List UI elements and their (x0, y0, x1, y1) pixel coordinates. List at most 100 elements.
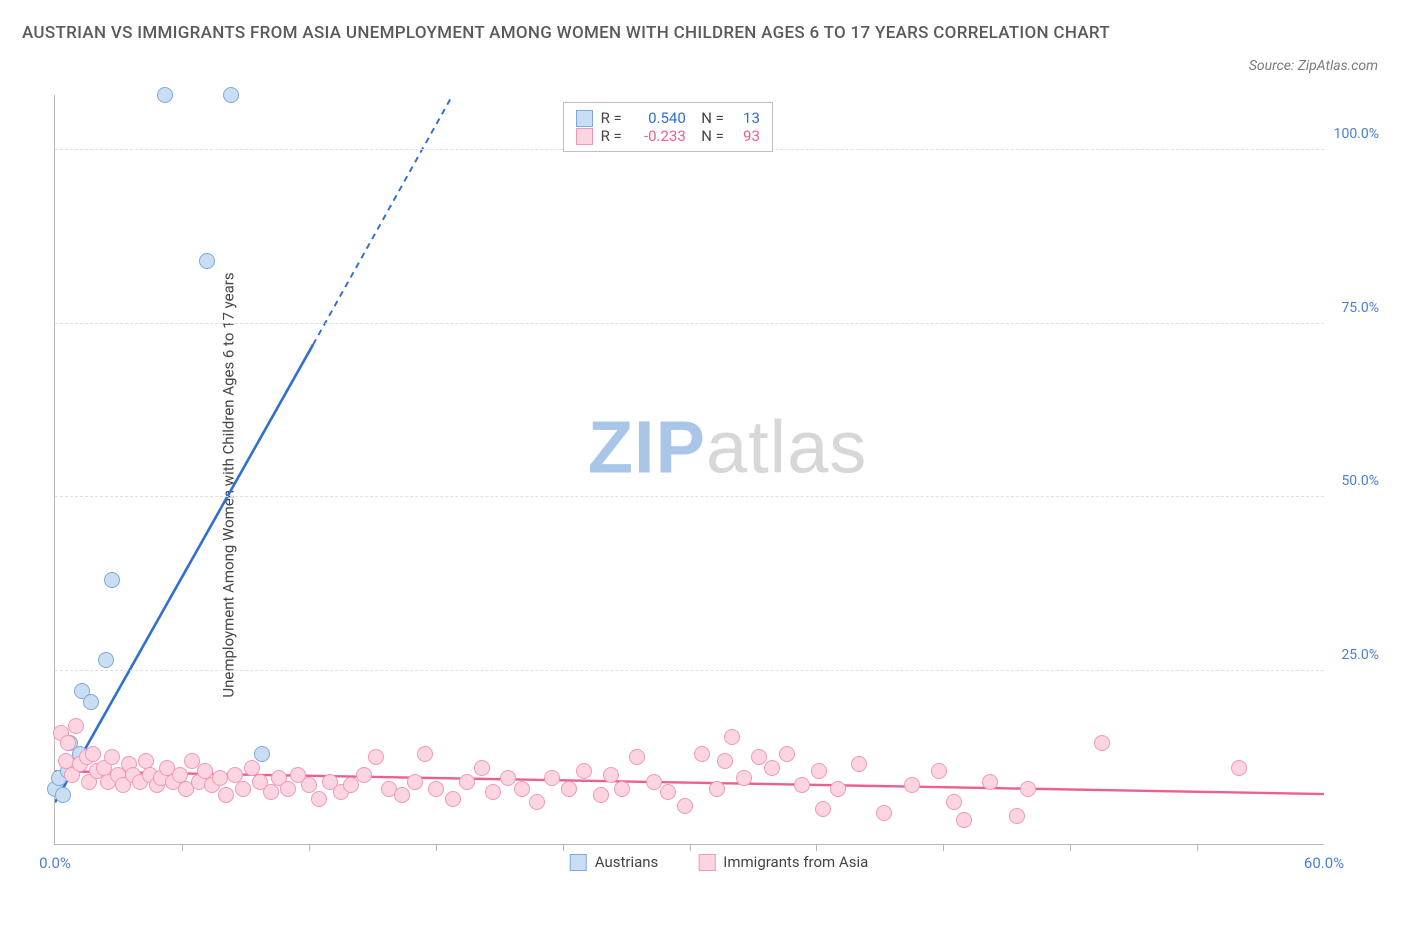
data-point (724, 729, 740, 745)
legend-n-label: N = (694, 109, 724, 127)
stats-legend: R = 0.540 N = 13R = -0.233 N = 93 (563, 102, 773, 152)
legend-swatch (576, 128, 593, 145)
data-point (85, 746, 101, 762)
series-legend: Austrians Immigrants from Asia (570, 853, 869, 871)
legend-series-name: Immigrants from Asia (723, 853, 868, 871)
x-tick (1197, 844, 1198, 851)
data-point (529, 794, 545, 810)
x-tick (563, 844, 564, 851)
data-point (394, 787, 410, 803)
legend-swatch (576, 110, 593, 127)
data-point (779, 746, 795, 762)
x-tick (1070, 844, 1071, 851)
data-point (1020, 781, 1036, 797)
data-point (368, 749, 384, 765)
gridline (55, 496, 1324, 497)
data-point (428, 781, 444, 797)
data-point (254, 746, 270, 762)
data-point (1094, 735, 1110, 751)
x-tick (943, 844, 944, 851)
data-point (946, 794, 962, 810)
data-point (356, 767, 372, 783)
data-point (904, 777, 920, 793)
data-point (83, 694, 99, 710)
data-point (445, 791, 461, 807)
data-point (199, 253, 215, 269)
data-point (301, 777, 317, 793)
source-attribution: Source: ZipAtlas.com (1249, 58, 1378, 74)
watermark-bold: ZIP (588, 406, 706, 489)
data-point (815, 801, 831, 817)
trend-lines (55, 95, 1324, 844)
data-point (218, 787, 234, 803)
data-point (982, 774, 998, 790)
data-point (794, 777, 810, 793)
y-tick-label: 75.0% (1329, 300, 1379, 316)
data-point (98, 652, 114, 668)
legend-r-value: -0.233 (630, 127, 686, 145)
y-tick-label: 25.0% (1329, 647, 1379, 663)
data-point (60, 735, 76, 751)
data-point (851, 756, 867, 772)
x-tick (436, 844, 437, 851)
plot-area: ZIPatlas 25.0%50.0%75.0%100.0%0.0%60.0%R… (54, 95, 1324, 845)
data-point (459, 774, 475, 790)
data-point (1231, 760, 1247, 776)
data-point (717, 753, 733, 769)
data-point (474, 760, 490, 776)
legend-series-name: Austrians (595, 853, 659, 871)
data-point (500, 770, 516, 786)
stats-legend-row: R = 0.540 N = 13 (576, 109, 760, 127)
legend-item: Immigrants from Asia (698, 853, 868, 871)
data-point (876, 805, 892, 821)
data-point (736, 770, 752, 786)
gridline (55, 323, 1324, 324)
legend-n-label: N = (694, 127, 724, 145)
data-point (407, 774, 423, 790)
data-point (544, 770, 560, 786)
data-point (263, 784, 279, 800)
data-point (629, 749, 645, 765)
x-tick-label: 60.0% (1304, 854, 1344, 872)
data-point (485, 784, 501, 800)
data-point (235, 781, 251, 797)
data-point (212, 770, 228, 786)
data-point (694, 746, 710, 762)
y-tick-label: 100.0% (1329, 126, 1379, 142)
data-point (104, 749, 120, 765)
data-point (603, 767, 619, 783)
legend-r-label: R = (601, 109, 622, 127)
x-tick (816, 844, 817, 851)
data-point (709, 781, 725, 797)
chart-title: AUSTRIAN VS IMMIGRANTS FROM ASIA UNEMPLO… (22, 18, 1384, 49)
data-point (956, 812, 972, 828)
data-point (104, 572, 120, 588)
legend-r-value: 0.540 (630, 109, 686, 127)
data-point (811, 763, 827, 779)
legend-swatch (698, 854, 715, 871)
legend-item: Austrians (570, 853, 659, 871)
legend-r-label: R = (601, 127, 622, 145)
data-point (931, 763, 947, 779)
legend-swatch (570, 854, 587, 871)
watermark: ZIPatlas (588, 405, 867, 490)
data-point (514, 781, 530, 797)
data-point (157, 87, 173, 103)
data-point (677, 798, 693, 814)
data-point (55, 787, 71, 803)
data-point (280, 781, 296, 797)
data-point (223, 87, 239, 103)
x-tick (182, 844, 183, 851)
data-point (68, 718, 84, 734)
data-point (576, 763, 592, 779)
watermark-light: atlas (706, 406, 867, 489)
y-tick-label: 50.0% (1329, 473, 1379, 489)
data-point (561, 781, 577, 797)
x-tick-label: 0.0% (39, 854, 71, 872)
data-point (311, 791, 327, 807)
legend-n-value: 13 (732, 109, 760, 127)
data-point (830, 781, 846, 797)
stats-legend-row: R = -0.233 N = 93 (576, 127, 760, 145)
data-point (660, 784, 676, 800)
chart-container: Unemployment Among Women with Children A… (54, 95, 1384, 875)
